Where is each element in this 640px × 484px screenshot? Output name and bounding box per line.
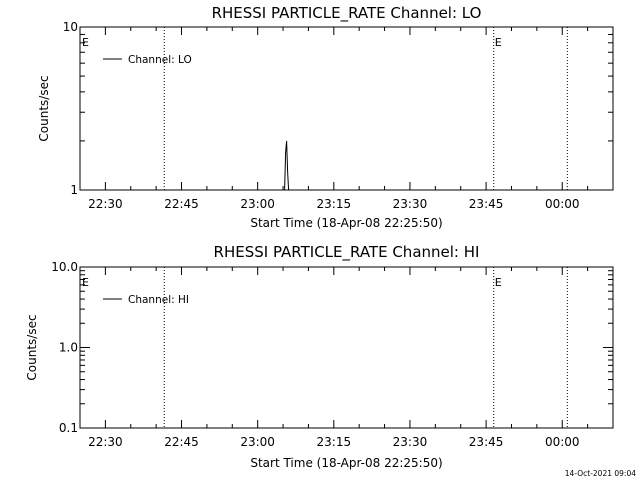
footer-timestamp: 14-Oct-2021 09:04 bbox=[565, 469, 636, 478]
panel-1-x-axis-label: Start Time (18-Apr-08 22:25:50) bbox=[250, 216, 442, 230]
panel-1-x-tick-label: 23:45 bbox=[469, 197, 504, 211]
panel-1-x-tick-label: 22:30 bbox=[88, 197, 123, 211]
panel-1-x-tick-label: 23:00 bbox=[240, 197, 275, 211]
panel-1-x-tick-label: 23:30 bbox=[393, 197, 428, 211]
panel-2-y-tick-label: 0.1 bbox=[59, 421, 78, 435]
panel-2-event-flag: E bbox=[495, 276, 502, 289]
panel-2-x-tick-label: 23:00 bbox=[240, 435, 275, 449]
panel-2-x-tick-label: 23:30 bbox=[393, 435, 428, 449]
panel-1-plot-frame bbox=[79, 26, 614, 191]
panel-2-y-tick-label: 10.0 bbox=[51, 260, 78, 274]
panel-1-title: RHESSI PARTICLE_RATE Channel: LO bbox=[212, 4, 482, 23]
panel-1-series-line bbox=[283, 140, 290, 191]
panel-2-x-tick-label: 22:45 bbox=[164, 435, 199, 449]
panel-1-event-flag: E bbox=[82, 36, 89, 49]
panel-1-x-tick-label: 23:15 bbox=[317, 197, 352, 211]
panel-1-x-tick-label: 00:00 bbox=[545, 197, 580, 211]
panel-2-x-tick-label: 22:30 bbox=[88, 435, 123, 449]
panel-1-event-flag: E bbox=[495, 36, 502, 49]
panel-2-y-tick-label: 1.0 bbox=[59, 341, 78, 355]
panel-2-x-tick-label: 23:15 bbox=[317, 435, 352, 449]
panel-2-event-flag: E bbox=[82, 276, 89, 289]
panel-2-x-tick-label: 00:00 bbox=[545, 435, 580, 449]
panel-1-legend-label: Channel: LO bbox=[128, 54, 192, 66]
panel-2-x-axis-label: Start Time (18-Apr-08 22:25:50) bbox=[250, 456, 442, 470]
panel-1-y-tick-label: 10 bbox=[63, 20, 78, 34]
panel-2-title: RHESSI PARTICLE_RATE Channel: HI bbox=[214, 243, 480, 262]
panel-2-legend-label: Channel: HI bbox=[128, 294, 189, 306]
panel-1-x-tick-label: 22:45 bbox=[164, 197, 199, 211]
panel-2-plot-frame bbox=[79, 266, 614, 429]
panel-1-y-tick-label: 1 bbox=[70, 183, 78, 197]
panel-1-y-axis-label: Counts/sec bbox=[37, 75, 51, 141]
panel-2-x-tick-label: 23:45 bbox=[469, 435, 504, 449]
panel-2-y-axis-label: Counts/sec bbox=[25, 314, 39, 380]
